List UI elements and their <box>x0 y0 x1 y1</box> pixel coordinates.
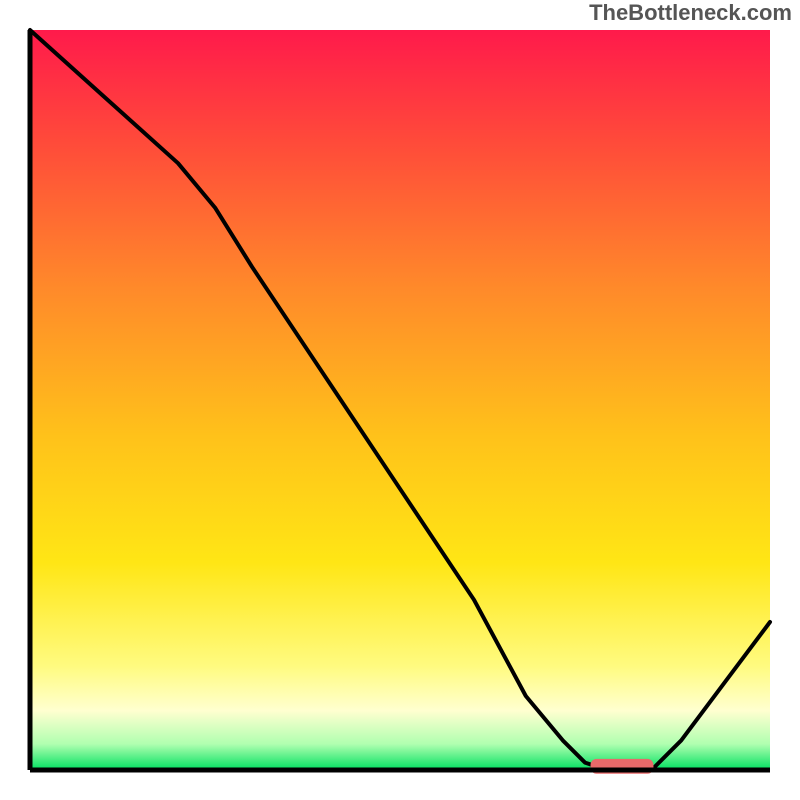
chart-svg <box>0 0 800 800</box>
bottleneck-chart: TheBottleneck.com <box>0 0 800 800</box>
plot-background <box>30 30 770 770</box>
